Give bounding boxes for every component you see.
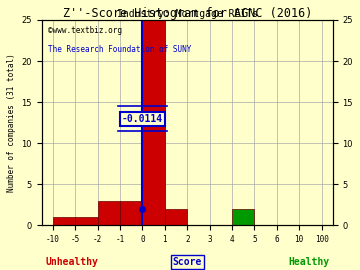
Text: Healthy: Healthy (288, 257, 329, 267)
Y-axis label: Number of companies (31 total): Number of companies (31 total) (7, 53, 16, 192)
Bar (232, 209, 255, 225)
Text: Score: Score (172, 257, 202, 267)
Text: ©www.textbiz.org: ©www.textbiz.org (48, 26, 122, 35)
Text: The Research Foundation of SUNY: The Research Foundation of SUNY (48, 45, 191, 54)
Bar (75, 217, 98, 225)
Bar (143, 20, 165, 225)
Bar (165, 209, 187, 225)
Text: Industry: Mortgage REITs: Industry: Mortgage REITs (117, 9, 258, 19)
Bar (98, 201, 120, 225)
Bar (120, 201, 143, 225)
Text: Unhealthy: Unhealthy (45, 257, 98, 267)
Bar (53, 217, 75, 225)
Title: Z''-Score Histogram for AGNC (2016): Z''-Score Histogram for AGNC (2016) (63, 7, 312, 20)
Text: -0.0114: -0.0114 (122, 114, 163, 124)
